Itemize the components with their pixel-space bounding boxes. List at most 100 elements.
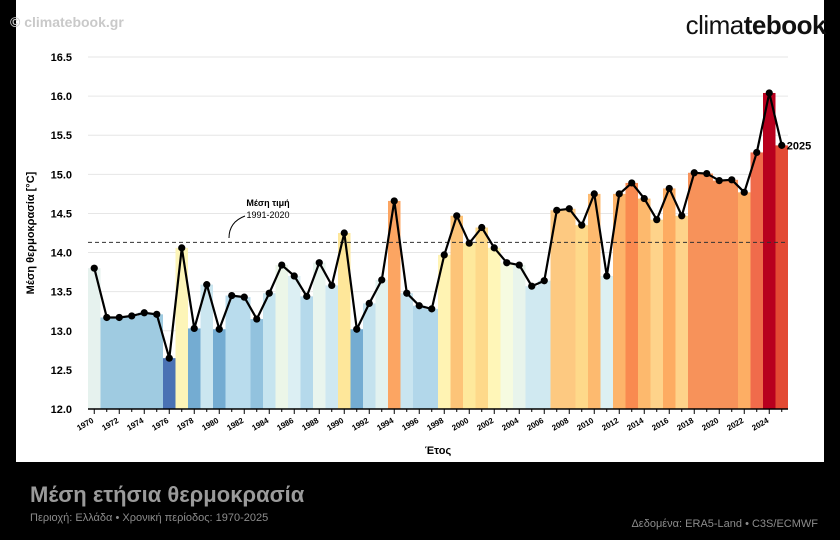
bar-1999 bbox=[450, 215, 463, 409]
bar-2018 bbox=[688, 172, 701, 409]
bar-1989 bbox=[325, 285, 338, 409]
y-tick-label: 13.0 bbox=[51, 326, 72, 338]
x-tick-label: 1994 bbox=[375, 416, 395, 433]
bar-1987 bbox=[300, 296, 313, 409]
bar-1970 bbox=[88, 268, 101, 409]
bar-2023 bbox=[750, 152, 763, 410]
bar-1996 bbox=[413, 305, 426, 409]
last-year-label: 2025 bbox=[787, 140, 811, 152]
reference-annotation-arrow bbox=[228, 215, 246, 239]
point-2019 bbox=[703, 169, 711, 178]
bar-1994 bbox=[388, 200, 401, 409]
point-1970 bbox=[90, 264, 98, 272]
x-tick-label: 1970 bbox=[75, 416, 95, 433]
bar-1980 bbox=[213, 329, 226, 409]
bar-2025 bbox=[775, 145, 788, 409]
point-1997 bbox=[428, 305, 436, 313]
data-points bbox=[90, 89, 786, 362]
point-1975 bbox=[153, 310, 161, 318]
bar-1977 bbox=[175, 247, 188, 409]
bar-1993 bbox=[375, 279, 388, 409]
point-2002 bbox=[490, 244, 498, 252]
point-2003 bbox=[503, 259, 511, 267]
point-1996 bbox=[415, 302, 423, 310]
bar-2017 bbox=[675, 215, 688, 409]
point-1993 bbox=[378, 276, 386, 284]
point-2000 bbox=[465, 239, 473, 247]
y-tick-label: 14.0 bbox=[51, 248, 72, 260]
bar-2000 bbox=[463, 243, 476, 409]
x-tick-label: 1974 bbox=[125, 416, 145, 433]
bar-1976 bbox=[163, 358, 176, 409]
bar-1979 bbox=[200, 284, 213, 409]
bar-1992 bbox=[363, 303, 376, 409]
footer-title: Μέση ετήσια θερμοκρασία bbox=[30, 482, 305, 507]
x-tick-label: 2010 bbox=[575, 416, 595, 433]
point-2018 bbox=[690, 169, 698, 177]
point-1976 bbox=[165, 354, 173, 362]
point-2006 bbox=[540, 277, 548, 285]
point-1974 bbox=[140, 309, 148, 317]
bar-1981 bbox=[225, 295, 238, 409]
logo-bold-part: tebook bbox=[743, 10, 827, 40]
point-2023 bbox=[753, 148, 761, 157]
point-2015 bbox=[653, 216, 661, 224]
bar-2003 bbox=[500, 262, 513, 409]
point-1981 bbox=[228, 291, 236, 300]
bar-1998 bbox=[438, 254, 451, 409]
y-tick-label: 12.5 bbox=[51, 365, 72, 377]
y-axis-label: Μέση θερμοκρασία [°C] bbox=[25, 171, 37, 294]
x-tick-label: 2004 bbox=[500, 416, 520, 433]
bar-1997 bbox=[425, 308, 438, 409]
point-1971 bbox=[103, 313, 111, 322]
point-2009 bbox=[578, 221, 586, 229]
bar-2005 bbox=[525, 286, 538, 409]
point-2014 bbox=[640, 194, 648, 203]
point-2010 bbox=[590, 190, 598, 198]
bar-2019 bbox=[700, 173, 713, 409]
point-1980 bbox=[215, 325, 223, 333]
point-2025 bbox=[778, 141, 786, 149]
reference-label: Μέση τιμή bbox=[246, 198, 289, 208]
x-tick-label: 2006 bbox=[525, 416, 545, 433]
bar-1974 bbox=[138, 312, 151, 409]
x-tick-labels: 1970 1972 1974 1976 1978 1980 1982 1984 1986 1988… bbox=[75, 409, 783, 433]
x-tick-label: 1988 bbox=[300, 416, 320, 433]
bar-2004 bbox=[513, 265, 526, 409]
point-1978 bbox=[190, 324, 198, 333]
x-tick-label: 1972 bbox=[100, 416, 120, 433]
x-tick-label: 2002 bbox=[475, 416, 495, 433]
footer-subtitle: Περιοχή: Ελλάδα • Χρονική περίοδος: 1970… bbox=[30, 512, 269, 524]
point-2008 bbox=[565, 205, 573, 213]
point-1991 bbox=[353, 325, 361, 333]
bar-2010 bbox=[588, 193, 601, 409]
bar-1982 bbox=[238, 297, 251, 409]
point-1977 bbox=[178, 244, 186, 252]
point-1984 bbox=[265, 289, 273, 297]
bar-1988 bbox=[313, 262, 326, 409]
logo-light-part: clima bbox=[685, 10, 745, 40]
x-tick-label: 1984 bbox=[250, 416, 270, 433]
point-1999 bbox=[453, 212, 461, 220]
point-2011 bbox=[603, 272, 611, 280]
y-tick-label: 16.5 bbox=[51, 52, 72, 64]
bar-1972 bbox=[113, 317, 126, 409]
x-tick-label: 1980 bbox=[200, 416, 220, 433]
x-tick-label: 2024 bbox=[750, 416, 770, 433]
x-tick-label: 1976 bbox=[150, 416, 170, 433]
bars bbox=[88, 92, 788, 410]
point-2007 bbox=[553, 206, 561, 214]
bar-2011 bbox=[600, 276, 613, 409]
y-tick-label: 16.0 bbox=[51, 91, 72, 103]
point-2016 bbox=[665, 184, 673, 193]
reference-period: 1991-2020 bbox=[246, 210, 289, 220]
bar-2002 bbox=[488, 247, 501, 409]
bar-1986 bbox=[288, 276, 301, 409]
x-tick-label: 1978 bbox=[175, 416, 195, 433]
bar-2024 bbox=[763, 92, 776, 409]
x-tick-label: 2020 bbox=[700, 416, 720, 433]
bar-2008 bbox=[563, 208, 576, 409]
bar-1995 bbox=[400, 293, 413, 409]
x-tick-label: 2022 bbox=[725, 416, 745, 433]
